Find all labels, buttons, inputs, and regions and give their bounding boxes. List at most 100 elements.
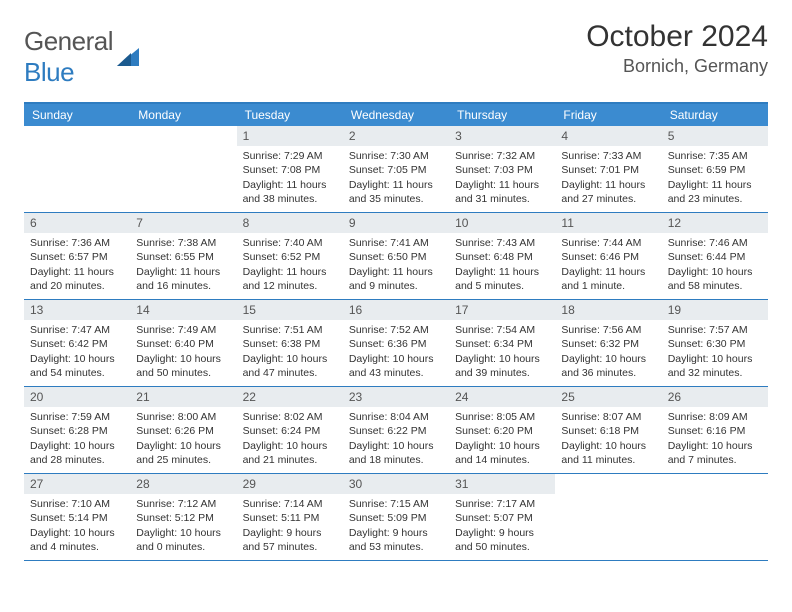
sunrise-line: Sunrise: 7:49 AM [136,323,230,337]
day-number: 31 [449,474,555,494]
daylight-line: Daylight: 11 hours and 38 minutes. [243,178,337,206]
sunrise-line: Sunrise: 7:14 AM [243,497,337,511]
sunset-line: Sunset: 7:03 PM [455,163,549,177]
daylight-line: Daylight: 10 hours and 47 minutes. [243,352,337,380]
sunset-line: Sunset: 6:32 PM [561,337,655,351]
daylight-line: Daylight: 11 hours and 20 minutes. [30,265,124,293]
day-body: Sunrise: 7:54 AMSunset: 6:34 PMDaylight:… [449,323,555,384]
day-cell: 22 Sunrise: 8:02 AMSunset: 6:24 PMDayligh… [237,387,343,473]
day-cell: 21Sunrise: 8:00 AMSunset: 6:26 PMDayligh… [130,387,236,473]
logo: General Blue [24,26,139,88]
daylight-line: Daylight: 11 hours and 27 minutes. [561,178,655,206]
sunset-line: Sunset: 5:14 PM [30,511,124,525]
sunrise-line: Sunrise: 7:40 AM [243,236,337,250]
sunrise-line: Sunrise: 7:35 AM [668,149,762,163]
day-number: 16 [343,300,449,320]
sunset-line: Sunset: 5:09 PM [349,511,443,525]
weekday-header: Saturday [662,104,768,126]
day-number: 30 [343,474,449,494]
day-number: 23 [343,387,449,407]
daylight-line: Daylight: 10 hours and 7 minutes. [668,439,762,467]
daylight-line: Daylight: 11 hours and 9 minutes. [349,265,443,293]
day-body: Sunrise: 7:56 AMSunset: 6:32 PMDaylight:… [555,323,661,384]
daylight-line: Daylight: 11 hours and 12 minutes. [243,265,337,293]
daylight-line: Daylight: 10 hours and 0 minutes. [136,526,230,554]
sunrise-line: Sunrise: 7:15 AM [349,497,443,511]
sunset-line: Sunset: 6:22 PM [349,424,443,438]
day-number: 22 [237,387,343,407]
day-body: Sunrise: 7:44 AMSunset: 6:46 PMDaylight:… [555,236,661,297]
sunrise-line: Sunrise: 7:41 AM [349,236,443,250]
sunset-line: Sunset: 6:59 PM [668,163,762,177]
day-body: Sunrise: 7:43 AMSunset: 6:48 PMDaylight:… [449,236,555,297]
daylight-line: Daylight: 9 hours and 57 minutes. [243,526,337,554]
day-body: Sunrise: 7:52 AMSunset: 6:36 PMDaylight:… [343,323,449,384]
daylight-line: Daylight: 10 hours and 21 minutes. [243,439,337,467]
daylight-line: Daylight: 9 hours and 53 minutes. [349,526,443,554]
daylight-line: Daylight: 10 hours and 39 minutes. [455,352,549,380]
day-number: 21 [130,387,236,407]
day-body: Sunrise: 7:35 AMSunset: 6:59 PMDaylight:… [662,149,768,210]
day-cell: . [130,126,236,212]
sunset-line: Sunset: 6:36 PM [349,337,443,351]
day-cell: 17Sunrise: 7:54 AMSunset: 6:34 PMDayligh… [449,300,555,386]
sunset-line: Sunset: 6:52 PM [243,250,337,264]
sunset-line: Sunset: 6:55 PM [136,250,230,264]
daylight-line: Daylight: 10 hours and 43 minutes. [349,352,443,380]
day-cell: . [24,126,130,212]
sunrise-line: Sunrise: 7:56 AM [561,323,655,337]
sunset-line: Sunset: 6:30 PM [668,337,762,351]
sunrise-line: Sunrise: 8:02 AM [243,410,337,424]
calendar: SundayMondayTuesdayWednesdayThursdayFrid… [24,102,768,561]
sunrise-line: Sunrise: 8:07 AM [561,410,655,424]
sunset-line: Sunset: 7:01 PM [561,163,655,177]
daylight-line: Daylight: 10 hours and 14 minutes. [455,439,549,467]
day-cell: 24Sunrise: 8:05 AMSunset: 6:20 PMDayligh… [449,387,555,473]
daylight-line: Daylight: 10 hours and 36 minutes. [561,352,655,380]
day-body: Sunrise: 8:02 AMSunset: 6:24 PMDaylight:… [237,410,343,471]
week-row: 27Sunrise: 7:10 AMSunset: 5:14 PMDayligh… [24,474,768,561]
day-number: 28 [130,474,236,494]
weekday-header: Thursday [449,104,555,126]
logo-text-2: Blue [24,57,74,87]
day-number: 7 [130,213,236,233]
daylight-line: Daylight: 10 hours and 50 minutes. [136,352,230,380]
day-cell: 19Sunrise: 7:57 AMSunset: 6:30 PMDayligh… [662,300,768,386]
day-cell: 9Sunrise: 7:41 AMSunset: 6:50 PMDaylight… [343,213,449,299]
day-body: Sunrise: 7:46 AMSunset: 6:44 PMDaylight:… [662,236,768,297]
sunset-line: Sunset: 6:48 PM [455,250,549,264]
week-row: 20Sunrise: 7:59 AMSunset: 6:28 PMDayligh… [24,387,768,474]
day-cell: 27Sunrise: 7:10 AMSunset: 5:14 PMDayligh… [24,474,130,560]
sunset-line: Sunset: 6:50 PM [349,250,443,264]
weekday-header: Friday [555,104,661,126]
day-number: 13 [24,300,130,320]
sunrise-line: Sunrise: 8:04 AM [349,410,443,424]
sunset-line: Sunset: 5:07 PM [455,511,549,525]
day-number: 27 [24,474,130,494]
sunrise-line: Sunrise: 7:36 AM [30,236,124,250]
sunrise-line: Sunrise: 7:30 AM [349,149,443,163]
daylight-line: Daylight: 10 hours and 11 minutes. [561,439,655,467]
sunrise-line: Sunrise: 7:12 AM [136,497,230,511]
day-cell: 8 Sunrise: 7:40 AMSunset: 6:52 PMDaylight… [237,213,343,299]
logo-text: General Blue [24,26,113,88]
sunrise-line: Sunrise: 7:17 AM [455,497,549,511]
sunrise-line: Sunrise: 7:38 AM [136,236,230,250]
day-number: 1 [237,126,343,146]
day-body: Sunrise: 7:12 AMSunset: 5:12 PMDaylight:… [130,497,236,558]
day-number: 18 [555,300,661,320]
day-body: Sunrise: 7:30 AMSunset: 7:05 PMDaylight:… [343,149,449,210]
day-cell: 5Sunrise: 7:35 AMSunset: 6:59 PMDaylight… [662,126,768,212]
day-cell: 13Sunrise: 7:47 AMSunset: 6:42 PMDayligh… [24,300,130,386]
day-cell: 25Sunrise: 8:07 AMSunset: 6:18 PMDayligh… [555,387,661,473]
sunrise-line: Sunrise: 8:00 AM [136,410,230,424]
day-body: Sunrise: 7:33 AMSunset: 7:01 PMDaylight:… [555,149,661,210]
day-body: Sunrise: 7:15 AMSunset: 5:09 PMDaylight:… [343,497,449,558]
day-body: Sunrise: 7:41 AMSunset: 6:50 PMDaylight:… [343,236,449,297]
day-number: 8 [237,213,343,233]
title-block: October 2024 Bornich, Germany [586,20,768,77]
weekday-row: SundayMondayTuesdayWednesdayThursdayFrid… [24,104,768,126]
sunrise-line: Sunrise: 7:32 AM [455,149,549,163]
day-body: Sunrise: 7:14 AMSunset: 5:11 PMDaylight:… [237,497,343,558]
daylight-line: Daylight: 11 hours and 23 minutes. [668,178,762,206]
